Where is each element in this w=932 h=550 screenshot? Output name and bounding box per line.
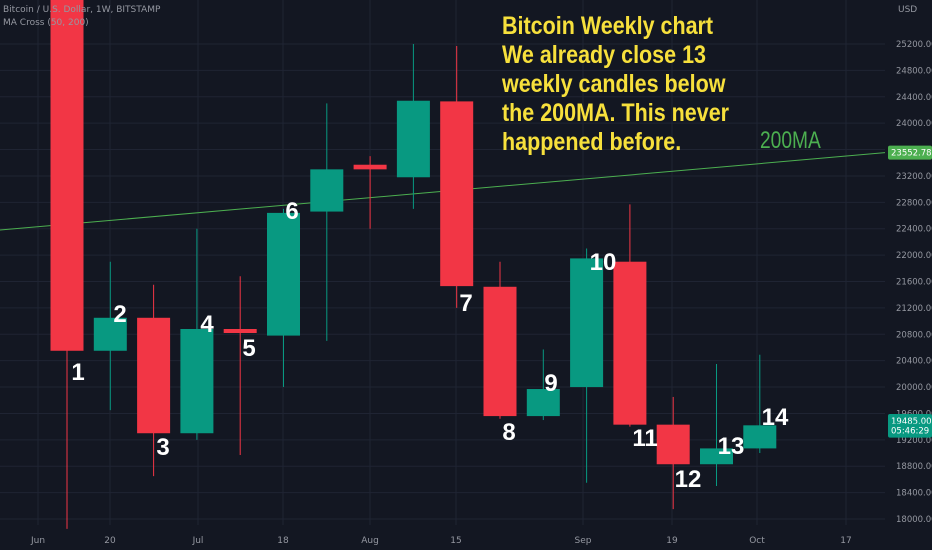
x-tick-label: Jul (192, 536, 204, 546)
y-tick-label: 25200.00 (896, 40, 932, 50)
ma-label: 200MA (760, 127, 821, 154)
y-tick-label: 20000.00 (896, 383, 932, 393)
y-tick-label: 18000.00 (896, 515, 932, 525)
candle-number: 6 (285, 198, 298, 225)
y-tick-label: 18800.00 (896, 462, 932, 472)
x-tick-label: 17 (840, 536, 851, 546)
callout-line: the 200MA. This never (502, 99, 730, 127)
candle-number: 5 (242, 335, 255, 362)
price-tag-label: 23552.78 (891, 149, 932, 159)
candle-body (267, 212, 300, 336)
candle-body (526, 389, 560, 417)
candle-body (396, 100, 430, 178)
candle-body (353, 164, 387, 170)
candle-number: 12 (675, 466, 702, 493)
x-tick-label: Sep (575, 536, 592, 546)
x-tick-label: 19 (666, 536, 678, 546)
y-tick-label: 19200.00 (896, 436, 932, 446)
y-tick-label: 23200.00 (896, 172, 932, 182)
price-tag-label: 05:46:29 (891, 427, 929, 437)
currency-label: USD (898, 5, 918, 15)
callout-line: We already close 13 (502, 41, 706, 69)
x-tick-label: 15 (450, 536, 461, 546)
y-tick-label: 22000.00 (896, 251, 932, 261)
candle-body (310, 169, 344, 212)
price-tag-label: 19485.00 (891, 417, 932, 427)
candle-number: 3 (156, 434, 169, 461)
price-tag (888, 423, 932, 438)
candle-number: 14 (762, 404, 789, 431)
candle-body (93, 317, 127, 351)
candle-number: 10 (590, 249, 617, 276)
callout-text: Bitcoin Weekly chart We already close 13… (502, 12, 760, 157)
x-tick-label: 20 (104, 536, 116, 546)
symbol-label[interactable]: Bitcoin / U.S. Dollar, 1W, BITSTAMP (3, 5, 161, 15)
callout-line: Bitcoin Weekly chart (502, 12, 714, 40)
indicator-label[interactable]: MA Cross (50, 200) (3, 18, 89, 28)
candle-number: 2 (113, 301, 126, 328)
candle-body (137, 317, 171, 434)
y-tick-label: 24000.00 (896, 119, 932, 129)
x-tick-label: 18 (277, 536, 289, 546)
candle-body (570, 258, 604, 388)
candle-body (180, 329, 214, 434)
candle-body (656, 424, 690, 465)
candle-body (613, 261, 647, 425)
x-tick-label: Aug (361, 536, 379, 546)
price-tag (888, 145, 932, 160)
candle-body (700, 448, 733, 465)
candle-number: 11 (632, 425, 657, 452)
price-axis: 18000.0018400.0018800.0019200.0019600.00… (896, 40, 932, 525)
y-tick-label: 22400.00 (896, 225, 932, 235)
x-tick-label: Oct (749, 536, 765, 546)
candle-number: 7 (459, 290, 472, 317)
chart-legend: Bitcoin / U.S. Dollar, 1W, BITSTAMP MA C… (3, 4, 160, 30)
y-tick-label: 21600.00 (896, 278, 932, 288)
y-tick-label: 20400.00 (896, 357, 932, 367)
y-tick-label: 24800.00 (896, 66, 932, 76)
candle-body (440, 101, 474, 287)
candle-body (223, 329, 257, 333)
candles (50, 0, 777, 529)
candle-number: 9 (544, 370, 557, 397)
candle-number: 8 (502, 419, 515, 446)
callout-line: happened before. (502, 128, 682, 156)
candle-number: 1 (71, 359, 84, 386)
y-tick-label: 18400.00 (896, 489, 932, 499)
candle-number: 4 (200, 311, 214, 338)
time-axis: Jun 20 Jul 18 Aug 15 Sep 19 Oct 17 (30, 536, 852, 546)
candle-body (483, 286, 517, 417)
y-tick-label: 21200.00 (896, 304, 932, 314)
x-tick-label: Jun (30, 536, 45, 546)
candle-number: 13 (718, 433, 745, 460)
y-tick-label: 24400.00 (896, 93, 932, 103)
callout-line: weekly candles below (502, 70, 726, 98)
y-tick-label: 20800.00 (896, 330, 932, 340)
y-tick-label: 22800.00 (896, 198, 932, 208)
candle-body (50, 0, 84, 351)
candle-body (743, 425, 777, 449)
